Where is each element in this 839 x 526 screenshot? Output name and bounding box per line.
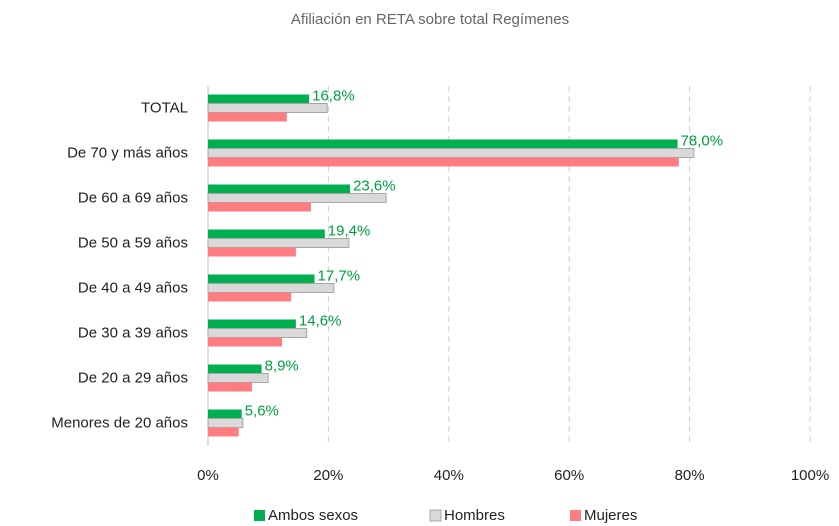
legend-swatch [570, 510, 581, 521]
data-label: 5,6% [245, 402, 279, 419]
bar [208, 364, 262, 374]
bar [208, 184, 351, 194]
bar [207, 328, 308, 338]
data-label: 14,6% [299, 312, 342, 329]
y-tick-label: TOTAL [141, 99, 188, 116]
bar [207, 103, 328, 113]
x-tick-label: 100% [791, 467, 829, 484]
bar [208, 229, 325, 239]
y-tick-label: Menores de 20 años [51, 414, 188, 431]
bar [207, 283, 335, 293]
data-label: 78,0% [681, 132, 724, 149]
y-tick-label: De 60 a 69 años [78, 189, 188, 206]
bar [208, 112, 287, 122]
legend-swatch [429, 509, 442, 522]
bar [208, 274, 315, 284]
bar [207, 418, 244, 428]
data-label: 23,6% [353, 177, 396, 194]
bar [208, 427, 239, 437]
data-label: 16,8% [312, 87, 355, 104]
y-tick-label: De 40 a 49 años [78, 279, 188, 296]
legend-label: Mujeres [584, 507, 637, 524]
data-label: 8,9% [265, 357, 299, 374]
bar [208, 337, 283, 347]
x-tick-label: 80% [675, 467, 705, 484]
data-label: 19,4% [328, 222, 371, 239]
bar [208, 202, 311, 212]
bar [208, 292, 292, 302]
bar [208, 157, 679, 167]
x-tick-label: 0% [197, 467, 219, 484]
data-label: 17,7% [318, 267, 361, 284]
bar [208, 94, 310, 104]
y-tick-label: De 20 a 29 años [78, 369, 188, 386]
bar [208, 139, 678, 149]
bar [208, 382, 252, 392]
bar [208, 247, 296, 257]
bar [208, 409, 242, 419]
legend-label: Ambos sexos [268, 507, 358, 524]
x-tick-label: 40% [434, 467, 464, 484]
bar [207, 373, 269, 383]
bar [207, 238, 350, 248]
legend-swatch [254, 510, 265, 521]
x-tick-label: 20% [313, 467, 343, 484]
y-tick-label: De 50 a 59 años [78, 234, 188, 251]
bar [207, 148, 695, 158]
bar [208, 319, 296, 329]
legend-label: Hombres [444, 507, 505, 524]
y-tick-label: De 30 a 39 años [78, 324, 188, 341]
chart-title: Afiliación en RETA sobre total Regímenes [291, 11, 569, 28]
y-tick-label: De 70 y más años [67, 144, 188, 161]
x-tick-label: 60% [554, 467, 584, 484]
bar [207, 193, 387, 203]
